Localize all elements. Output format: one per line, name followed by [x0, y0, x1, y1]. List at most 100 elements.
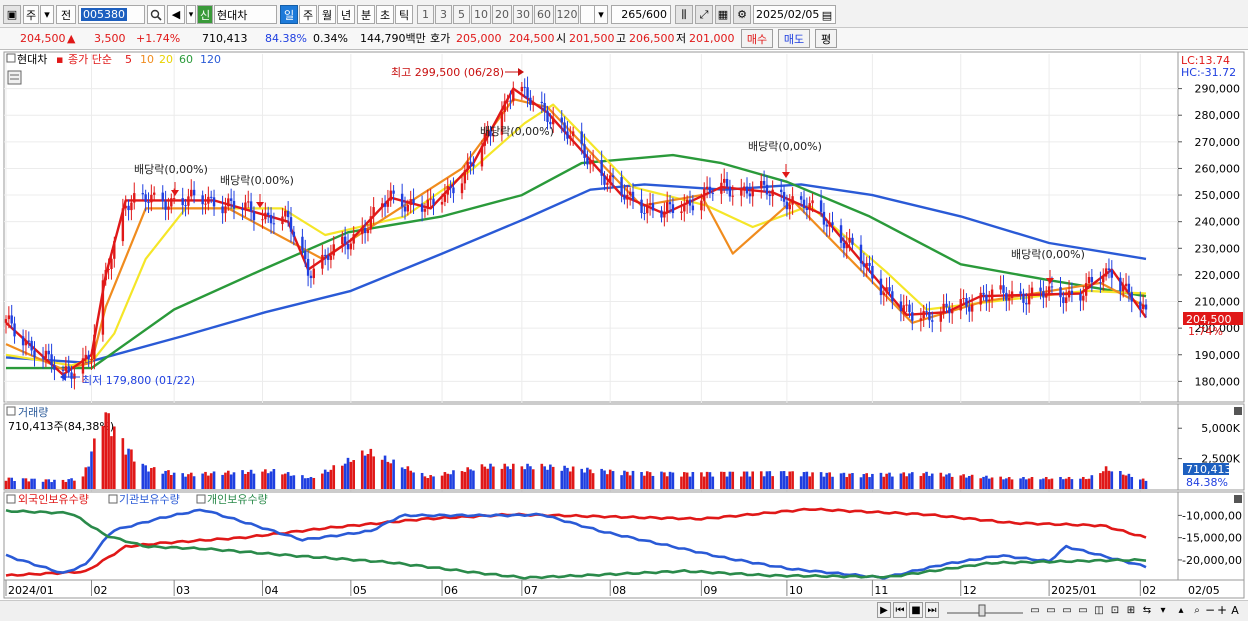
market-dropdown-icon[interactable]: ▾	[40, 5, 54, 24]
volume-bar	[928, 475, 931, 489]
candle-body	[882, 292, 885, 296]
scroll-next-icon[interactable]: ⏭	[925, 602, 939, 618]
volume-bar	[551, 466, 555, 489]
scroll-right-icon[interactable]: ▶	[877, 602, 891, 618]
candle-body	[888, 287, 891, 292]
month-tick-label: 07	[524, 584, 538, 597]
volume-bar	[443, 472, 447, 489]
candle-body	[646, 205, 649, 214]
period-minute-tab[interactable]: 분	[357, 5, 375, 24]
zoom-out-icon[interactable]: −	[1204, 603, 1216, 617]
period-week-tab[interactable]: 주	[299, 5, 317, 24]
interval-dropdown-icon[interactable]: ▾	[594, 5, 608, 24]
zoom-slider[interactable]	[945, 602, 1025, 618]
volume-bar	[643, 475, 646, 489]
candle-body	[891, 291, 894, 302]
sell-button[interactable]: 매도	[778, 29, 810, 48]
prefix-button[interactable]: 전	[56, 5, 76, 24]
candle-body	[911, 312, 914, 321]
eval-button[interactable]: 평	[815, 29, 837, 48]
period-day-tab[interactable]: 일	[280, 5, 298, 24]
minute-20-button[interactable]: 20	[492, 5, 512, 24]
chart-tool-8-icon[interactable]: ⇆	[1142, 604, 1152, 616]
legend-table-icon[interactable]	[7, 70, 22, 85]
candle-body	[172, 198, 176, 200]
volume-bar	[919, 475, 923, 489]
settings-gear-icon[interactable]: ⚙	[733, 5, 751, 24]
market-select[interactable]: 주	[23, 5, 39, 24]
stock-name-field[interactable]: 현대차	[214, 5, 277, 24]
window-layout-icon[interactable]: ▣	[3, 5, 21, 24]
volume-bar	[1070, 479, 1074, 489]
search-icon[interactable]	[147, 5, 165, 24]
volume-bar	[289, 475, 293, 489]
volume-bar	[523, 469, 526, 489]
calendar-icon[interactable]: ▤	[821, 9, 833, 22]
volume-panel-close-icon[interactable]	[1234, 407, 1242, 415]
volume-bar	[683, 472, 686, 489]
chart-tool-9-icon[interactable]: ▾	[1160, 604, 1166, 616]
candle-body	[190, 189, 193, 197]
speaker-icon[interactable]: ◀	[167, 5, 185, 24]
bar-count-input[interactable]: 265/600	[611, 5, 671, 24]
period-tick-tab[interactable]: 틱	[395, 5, 413, 24]
zoom-in-icon[interactable]: +	[1216, 603, 1228, 617]
buy-button[interactable]: 매수	[741, 29, 773, 48]
candle-body	[970, 304, 974, 312]
scroll-prev-icon[interactable]: ⏮	[893, 602, 907, 618]
candle-body	[440, 201, 444, 205]
minute-60-button[interactable]: 60	[534, 5, 554, 24]
volume-bar	[41, 481, 45, 489]
period-year-tab[interactable]: 년	[337, 5, 355, 24]
candle-body	[740, 188, 743, 196]
candle-body	[871, 265, 874, 279]
holdings-panel-close-icon[interactable]	[1234, 495, 1242, 503]
speaker-dropdown-icon[interactable]: ▾	[186, 5, 196, 24]
candle-body	[227, 198, 230, 207]
month-tick-label: 02	[1142, 584, 1156, 597]
chart-tool-4-icon[interactable]: ▭	[1078, 604, 1088, 616]
minute-1-button[interactable]: 1	[417, 5, 434, 24]
chart-tool-1-icon[interactable]: ▭	[1030, 604, 1040, 616]
chart-tool-3-icon[interactable]: ▭	[1062, 604, 1072, 616]
month-tick-label: 2024/01	[8, 584, 54, 597]
volume-bar	[249, 469, 253, 489]
candle-body	[543, 103, 546, 111]
chart-tool-7-icon[interactable]: ⊞	[1126, 604, 1136, 616]
candle-body	[420, 203, 424, 212]
chart-tool-2-icon[interactable]: ▭	[1046, 604, 1056, 616]
candle-body	[529, 97, 532, 105]
minute-3-button[interactable]: 3	[435, 5, 452, 24]
volume-bar	[563, 465, 566, 489]
zoom-search-icon[interactable]: ⌕	[1194, 604, 1200, 616]
minute-5-button[interactable]: 5	[453, 5, 470, 24]
volume-bar	[1119, 470, 1122, 489]
minute-10-button[interactable]: 10	[471, 5, 491, 24]
font-size-icon[interactable]: A	[1231, 603, 1239, 617]
chart-canvas[interactable]: 290,000 280,000 270,000 260,000 250,000 240,0…	[0, 50, 1248, 600]
chart-tool-6-icon[interactable]: ⊡	[1110, 604, 1120, 616]
period-second-tab[interactable]: 초	[376, 5, 394, 24]
minute-30-button[interactable]: 30	[513, 5, 533, 24]
date-input[interactable]: 2025/02/05	[753, 5, 836, 24]
stock-code-input[interactable]: 005380	[78, 5, 145, 24]
candle-body	[84, 354, 87, 359]
price-tick-label: 240,000	[1195, 216, 1241, 229]
chart-tool-5-icon[interactable]: ◫	[1094, 604, 1104, 616]
dividend-arrow-4	[782, 172, 790, 178]
period-month-tab[interactable]: 월	[318, 5, 336, 24]
candle-type-icon[interactable]: ⫼	[675, 5, 693, 24]
save-icon[interactable]: ▦	[715, 5, 731, 24]
volume-bar	[566, 467, 569, 489]
stop-icon[interactable]: ■	[909, 602, 923, 618]
candle-body	[586, 157, 589, 165]
candle-body	[851, 237, 854, 245]
candle-body	[224, 206, 227, 214]
volume-bar	[209, 473, 213, 489]
volume-bar	[161, 473, 165, 489]
minute-120-button[interactable]: 120	[555, 5, 579, 24]
draw-tool-icon[interactable]: ⤢	[695, 5, 713, 24]
chart-tool-10-icon[interactable]: ▴	[1178, 604, 1184, 616]
candle-body	[785, 201, 789, 210]
month-ticks: 2024/01 02 03 04 05 06 07 08 09 10 11 12 2025/01 02 02…	[5, 580, 1220, 597]
